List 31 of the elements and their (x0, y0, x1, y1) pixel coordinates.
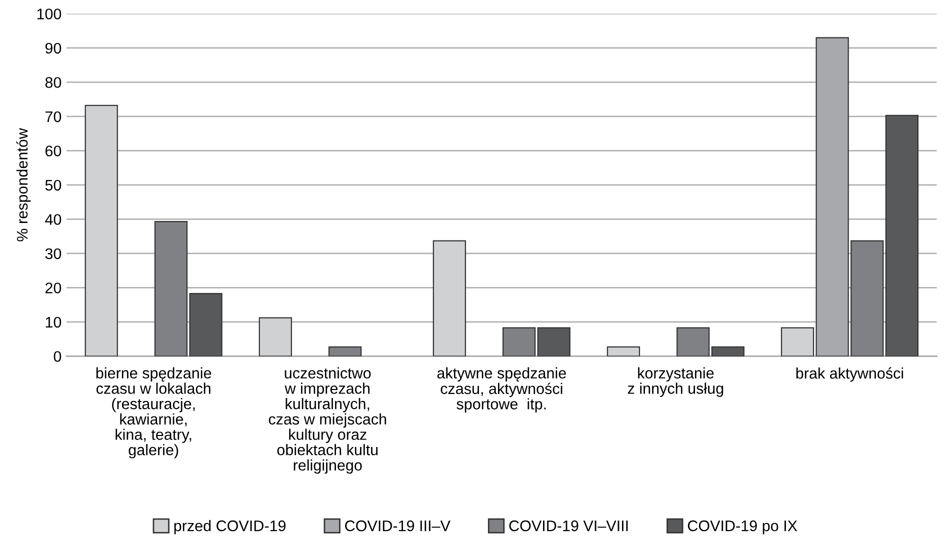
y-tick-label: 80 (45, 77, 62, 88)
y-tick-label: 10 (46, 316, 62, 328)
bar (258, 317, 292, 356)
legend-label: COVID-19 VI–VIII (509, 520, 628, 532)
y-tick-label: 0 (54, 351, 62, 362)
bar (606, 346, 640, 356)
y-tick-label: 100 (37, 8, 62, 20)
y-tick-label: 40 (45, 214, 62, 225)
x-tick-label: uczestnictwo w imprezach kulturalnych, czas w miejscach kultury oraz obiektach kultu religijnego (268, 367, 386, 474)
y-tick-label: 60 (45, 146, 62, 156)
y-tick-label: 90 (45, 42, 62, 54)
bar (885, 114, 918, 356)
legend-label: przed COVID-19 (174, 520, 286, 534)
bar (502, 327, 536, 356)
bar (432, 240, 466, 356)
bar (711, 346, 744, 356)
bar (676, 327, 710, 356)
legend-label: COVID-19 po IX (688, 520, 798, 534)
x-tick-label: aktywne spędzanie czasu, aktywności sportowe itp. (437, 367, 566, 412)
y-tick-label: 50 (45, 180, 62, 191)
y-tick-label: 70 (46, 111, 62, 122)
bar (84, 104, 118, 356)
y-tick-label: 30 (45, 248, 62, 260)
y-axis-title: % respondentów (16, 128, 31, 242)
x-tick-label: brak aktywności (796, 367, 904, 382)
bar (328, 346, 362, 356)
y-tick-label: 20 (45, 282, 62, 294)
x-tick-label: korzystanie z innych usług (628, 367, 724, 397)
bar (537, 327, 570, 356)
x-tick-label: bierne spędzanie czasu w lokalach (restauracje, kawiarnie, kina, teatry, galerie) (96, 367, 212, 458)
legend-label: COVID-19 III–V (345, 520, 450, 532)
